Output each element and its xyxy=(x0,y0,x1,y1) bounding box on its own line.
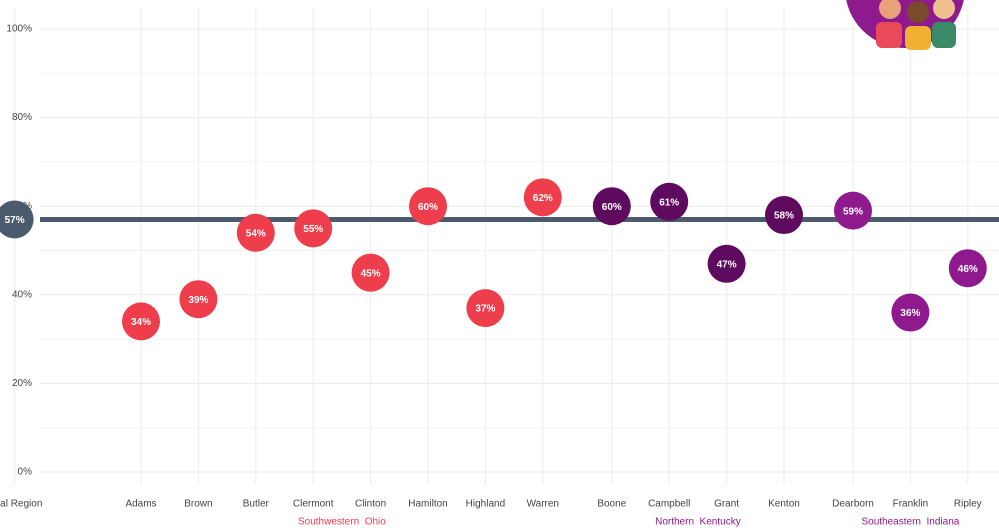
value-label: 39% xyxy=(188,295,208,306)
group-label: Southeastern Indiana xyxy=(861,517,959,528)
dot xyxy=(834,191,872,230)
x-tick-label: Hamilton xyxy=(408,499,447,510)
y-tick-label: 100% xyxy=(6,24,32,35)
x-tick-label: Franklin xyxy=(893,499,929,510)
y-tick-label: 20% xyxy=(12,378,32,389)
dot xyxy=(236,213,275,252)
dot xyxy=(948,249,987,288)
value-label: 61% xyxy=(659,197,679,208)
x-tick-label: Clinton xyxy=(355,499,386,510)
dot xyxy=(294,209,333,248)
value-label: 47% xyxy=(717,259,737,270)
x-tick-label: Highland xyxy=(466,499,505,510)
dot xyxy=(466,289,505,328)
group-label: Northern Kentucky xyxy=(655,517,741,528)
illustration xyxy=(846,0,964,50)
value-label: 54% xyxy=(246,228,266,239)
x-tick-label: Grant xyxy=(714,499,739,510)
x-tick-label: Brown xyxy=(184,499,212,510)
dot xyxy=(351,253,390,292)
y-tick-label: 40% xyxy=(12,289,32,300)
value-label: 60% xyxy=(602,202,622,213)
dot xyxy=(523,178,562,217)
value-label: 45% xyxy=(361,268,381,279)
x-tick-label: Adams xyxy=(125,499,156,510)
value-label: 36% xyxy=(900,308,920,319)
dot xyxy=(891,293,930,332)
value-label: 57% xyxy=(5,215,25,226)
value-label: 46% xyxy=(958,264,978,275)
value-label: 59% xyxy=(843,206,863,217)
x-tick-label: Butler xyxy=(243,499,270,510)
value-label: 60% xyxy=(418,202,438,213)
x-tick-label: Dearborn xyxy=(832,499,874,510)
x-tick-label: Ripley xyxy=(954,499,982,510)
value-label: 58% xyxy=(774,211,794,222)
x-tick-label: Campbell xyxy=(648,499,690,510)
dot xyxy=(592,187,631,226)
x-tick-label: Kenton xyxy=(768,499,800,510)
dot xyxy=(409,187,447,226)
y-tick-label: 80% xyxy=(12,112,32,123)
dot xyxy=(707,244,746,283)
value-label: 55% xyxy=(303,224,323,235)
value-label: 37% xyxy=(475,304,495,315)
group-label: Southwestern Ohio xyxy=(298,517,386,528)
x-tick-label: Clermont xyxy=(293,499,334,510)
dot xyxy=(0,200,34,239)
dot xyxy=(179,280,218,319)
value-label: 34% xyxy=(131,317,151,328)
x-tick-label: Warren xyxy=(527,499,559,510)
dot xyxy=(765,196,803,235)
y-tick-label: 0% xyxy=(18,467,33,478)
dot xyxy=(650,182,689,221)
x-tick-label: Boone xyxy=(597,499,626,510)
dot xyxy=(122,302,160,341)
value-label: 62% xyxy=(533,193,553,204)
x-tick-label: Total Region xyxy=(0,499,42,510)
